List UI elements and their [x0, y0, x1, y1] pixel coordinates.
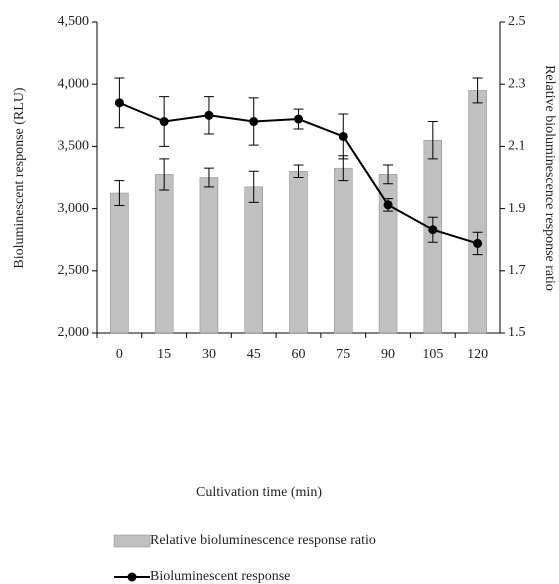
- point: [249, 117, 259, 127]
- error-bar: [293, 164, 304, 178]
- bar: [244, 186, 263, 334]
- y-axis-label: Bioluminescent response (RLU): [12, 87, 27, 269]
- error-bar: [248, 170, 259, 203]
- bar: [199, 177, 219, 334]
- error-bar: [114, 180, 125, 206]
- x-tick-label: 90: [381, 347, 395, 362]
- bar: [110, 192, 129, 334]
- bar: [468, 90, 487, 334]
- y-tick-label: 3,500: [58, 139, 90, 154]
- y2-tick-label: 2.3: [508, 76, 526, 91]
- error-bar: [203, 167, 214, 188]
- y2-tick-label: 1.7: [508, 263, 526, 278]
- y2-axis-label: Relative bioluminescence response ratio: [542, 65, 557, 291]
- legend-swatch: [113, 534, 151, 548]
- x-tick-label: 105: [422, 347, 443, 362]
- point: [294, 114, 303, 124]
- y-tick-label: 3,000: [58, 201, 90, 216]
- x-tick-label: 30: [202, 347, 216, 362]
- error-bar: [159, 158, 170, 191]
- y2-tick-label: 2.5: [508, 14, 526, 29]
- y2-tick-label: 2.1: [508, 139, 526, 154]
- y-tick-label: 4,000: [58, 76, 90, 91]
- bar: [154, 174, 174, 334]
- x-tick-label: 120: [467, 347, 488, 362]
- x-tick-label: 45: [247, 347, 261, 362]
- point: [338, 131, 348, 141]
- legend-label: Relative bioluminescence response ratio: [150, 533, 376, 548]
- bar: [289, 171, 308, 334]
- x-tick-label: 0: [116, 347, 123, 362]
- legend-marker: [127, 572, 137, 582]
- error-bar: [383, 164, 394, 185]
- y-tick-label: 2,500: [58, 263, 90, 278]
- y-tick-label: 4,500: [58, 14, 90, 29]
- point: [473, 238, 483, 248]
- y2-tick-label: 1.5: [508, 325, 526, 340]
- error-bar: [427, 121, 438, 160]
- legend-label: Bioluminescent response: [150, 569, 290, 584]
- point: [428, 225, 438, 235]
- error-bar: [472, 77, 483, 104]
- point: [114, 98, 124, 108]
- point: [383, 200, 393, 210]
- x-axis-label: Cultivation time (min): [196, 485, 322, 500]
- x-tick-label: 60: [292, 347, 306, 362]
- x-tick-label: 75: [336, 347, 350, 362]
- bar: [334, 167, 353, 334]
- y-tick-label: 2,000: [58, 325, 90, 340]
- y2-tick-label: 1.9: [508, 201, 526, 216]
- point: [159, 117, 169, 127]
- point: [204, 110, 214, 120]
- x-tick-label: 15: [157, 347, 171, 362]
